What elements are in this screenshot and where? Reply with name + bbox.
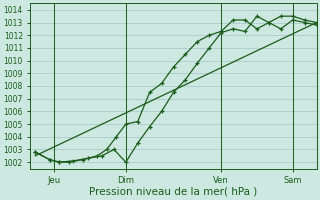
X-axis label: Pression niveau de la mer( hPa ): Pression niveau de la mer( hPa ) — [89, 187, 258, 197]
